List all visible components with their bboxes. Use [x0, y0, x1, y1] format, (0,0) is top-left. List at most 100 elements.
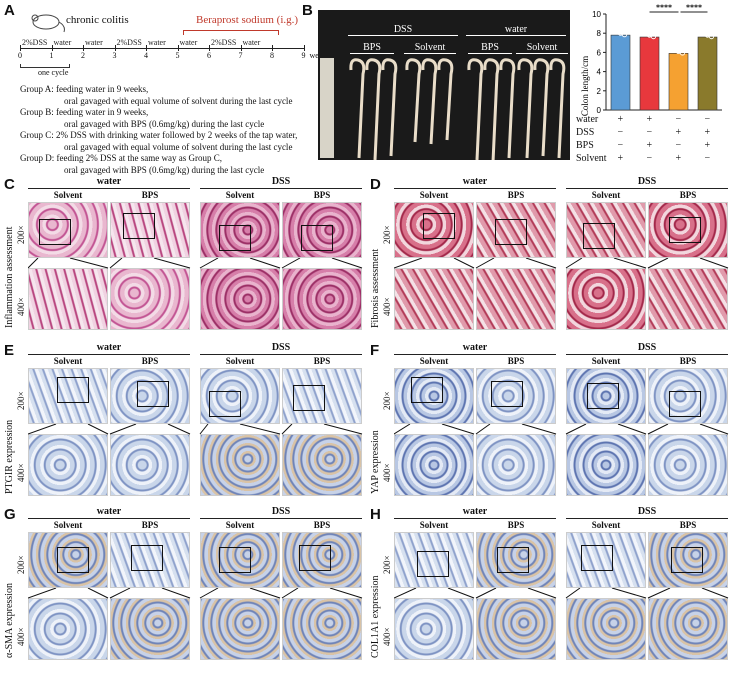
zoom-box: [581, 545, 613, 571]
micrograph-400x: [110, 268, 190, 330]
column-header: BPS: [679, 356, 697, 366]
timeline-label: 2%DSS: [22, 38, 48, 47]
zoom-box: [131, 545, 163, 571]
group-header-line: [200, 354, 362, 355]
table-cell: +: [646, 140, 653, 151]
group-line: Group D: feeding 2% DSS at the same way …: [20, 153, 222, 163]
column-header: Solvent: [591, 190, 621, 200]
timeline-tick: [177, 45, 179, 51]
zoom-connector: [199, 588, 219, 599]
micrograph-400x: [28, 434, 108, 496]
group-header-water: water: [96, 342, 122, 353]
micrograph-200x: [282, 532, 362, 588]
timeline-label: water: [148, 38, 166, 47]
timeline-label: water: [179, 38, 198, 47]
zoom-connector: [323, 424, 363, 435]
row-axis-label: Inflammation assessment: [4, 226, 15, 328]
zoom-box: [411, 377, 443, 403]
zoom-box: [293, 385, 325, 411]
zoom-box: [301, 225, 333, 251]
table-cell: −: [704, 153, 711, 164]
column-header: BPS: [313, 190, 331, 200]
colon-specimen: [533, 58, 550, 157]
drug-label: Beraprost sodium (i.g.): [196, 14, 299, 26]
group-line: Group C: 2% DSS with drinking water foll…: [20, 130, 298, 140]
column-header: BPS: [313, 356, 331, 366]
micrograph-200x: [394, 368, 474, 424]
magnification-label: 400×: [16, 297, 26, 316]
colon-specimen: [405, 58, 422, 143]
zoom-connector: [565, 588, 581, 599]
panel-label-f: F: [370, 342, 380, 359]
zoom-connector: [109, 588, 131, 599]
zoom-connector: [475, 424, 491, 435]
timeline-axis: [20, 48, 304, 49]
photo-solvent-label-2: Solvent: [516, 42, 568, 54]
zoom-connector: [109, 258, 123, 269]
group-header-line: [394, 518, 556, 519]
column-header: Solvent: [419, 520, 449, 530]
zoom-connector: [441, 424, 475, 435]
timeline-week: 5: [175, 51, 180, 60]
zoom-connector: [167, 424, 191, 435]
micrograph-200x: [200, 202, 280, 258]
group-header-line: [394, 188, 556, 189]
zoom-box: [669, 391, 701, 417]
micrograph-200x: [282, 368, 362, 424]
mouse-icon: [31, 14, 65, 33]
timeline-week: 7: [238, 51, 243, 60]
column-header: BPS: [679, 520, 697, 530]
sig-label-2: ****: [686, 3, 702, 12]
zoom-connector: [249, 588, 281, 599]
micrograph-400x: [200, 598, 280, 660]
table-cell: −: [646, 127, 653, 138]
column-header: BPS: [507, 356, 525, 366]
zoom-box: [219, 225, 251, 251]
micrograph-400x: [28, 598, 108, 660]
group-header-dss: DSS: [271, 506, 291, 517]
micrograph-200x: [110, 368, 190, 424]
zoom-box: [39, 219, 71, 245]
zoom-box: [137, 381, 169, 407]
photo-bps-label-2: BPS: [468, 42, 512, 54]
group-header-dss: DSS: [271, 342, 291, 353]
colon-specimen: [349, 58, 366, 159]
micrograph-200x: [476, 202, 556, 258]
column-header: Solvent: [53, 356, 83, 366]
column-header: Solvent: [225, 520, 255, 530]
magnification-label: 200×: [16, 225, 26, 244]
magnification-label: 400×: [16, 463, 26, 482]
group-header-line: [566, 188, 728, 189]
y-tick-label: 0: [597, 106, 602, 115]
column-header: BPS: [507, 520, 525, 530]
micrograph-200x: [566, 202, 646, 258]
table-cell: −: [675, 140, 682, 151]
zoom-connector: [239, 424, 281, 435]
zoom-connectors: [394, 424, 729, 435]
micrograph-400x: [282, 268, 362, 330]
micrograph-200x: [200, 368, 280, 424]
group-header-dss: DSS: [637, 176, 657, 187]
micrograph-400x: [394, 434, 474, 496]
zoom-connector: [394, 588, 417, 599]
zoom-connector: [281, 258, 301, 269]
zoom-connector: [521, 424, 557, 435]
bar: [697, 36, 718, 111]
colon-specimen: [467, 58, 484, 160]
zoom-connector: [525, 258, 557, 269]
zoom-box: [57, 547, 89, 573]
colon-specimens: [349, 58, 566, 160]
zoom-connector: [447, 588, 475, 599]
table-cell: +: [675, 153, 682, 164]
micrograph-200x: [648, 202, 728, 258]
group-header-dss: DSS: [637, 342, 657, 353]
micrograph-200x: [28, 202, 108, 258]
micrograph-200x: [110, 532, 190, 588]
colon-specimen: [437, 58, 454, 141]
magnification-label: 400×: [16, 627, 26, 646]
group-header-line: [566, 354, 728, 355]
micrograph-400x: [648, 268, 728, 330]
colitis-title: chronic colitis: [66, 14, 129, 26]
zoom-connector: [249, 258, 281, 269]
group-header-line: [566, 518, 728, 519]
